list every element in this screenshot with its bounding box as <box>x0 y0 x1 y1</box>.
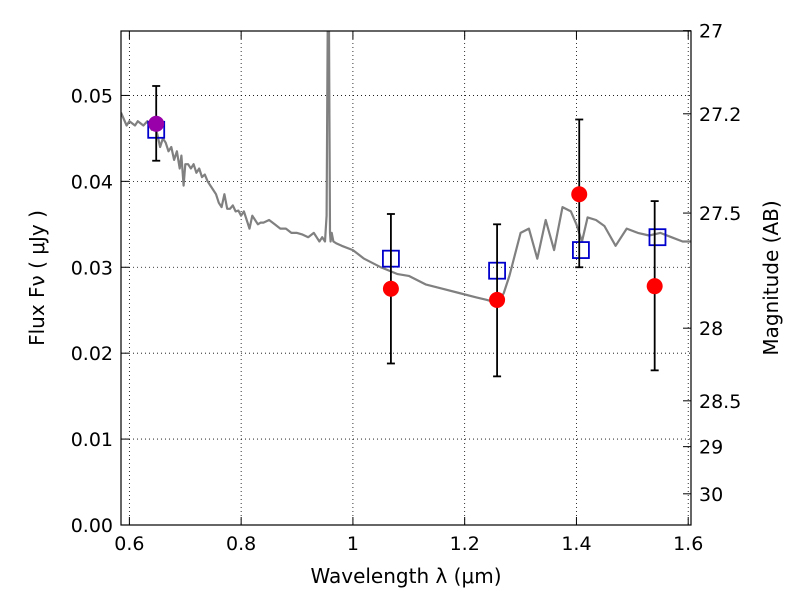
observed-point <box>489 291 506 308</box>
model-spectrum-line <box>121 31 691 305</box>
tick-labels: 0.6 0.8 1 1.2 1.4 1.6 0.00 0.01 0.02 0.03 0.04 0.05… <box>71 21 742 555</box>
y-axis-title: Flux Fν ( μJy ) <box>25 210 49 346</box>
x-tick-label: 1 <box>347 533 359 555</box>
x-tick-label: 1.6 <box>673 533 703 555</box>
mag-tick-label: 28 <box>699 318 723 340</box>
observed-point <box>571 186 588 203</box>
grid <box>121 31 691 526</box>
plot-frame <box>120 30 692 526</box>
mag-tick-label: 28.5 <box>699 391 741 413</box>
x-tick-label: 0.8 <box>226 533 256 555</box>
y-tick-label: 0.03 <box>71 257 113 279</box>
plot-area <box>121 31 691 378</box>
mag-tick-label: 29 <box>699 437 723 459</box>
y2-axis-title: Magnitude (AB) <box>759 200 783 355</box>
y-tick-label: 0.05 <box>71 85 113 107</box>
observed-point <box>148 115 165 132</box>
x-tick-label: 1.4 <box>561 533 591 555</box>
observed-point <box>646 278 663 295</box>
y-tick-label: 0.01 <box>71 429 113 451</box>
x-tick-label: 1.2 <box>450 533 480 555</box>
x-tick-label: 0.6 <box>114 533 144 555</box>
mag-tick-label: 27.2 <box>699 104 741 126</box>
ticks <box>121 30 691 526</box>
y-tick-label: 0.00 <box>71 515 113 537</box>
x-axis-title: Wavelength λ (μm) <box>310 564 501 588</box>
mag-tick-label: 30 <box>699 484 723 506</box>
mag-tick-label: 27.5 <box>699 203 741 225</box>
y-tick-label: 0.02 <box>71 343 113 365</box>
model-photometry-square <box>648 228 667 247</box>
mag-tick-label: 27 <box>699 21 723 43</box>
model-photometry-square <box>572 241 590 259</box>
y-tick-label: 0.04 <box>71 171 113 193</box>
observed-point <box>382 280 399 297</box>
